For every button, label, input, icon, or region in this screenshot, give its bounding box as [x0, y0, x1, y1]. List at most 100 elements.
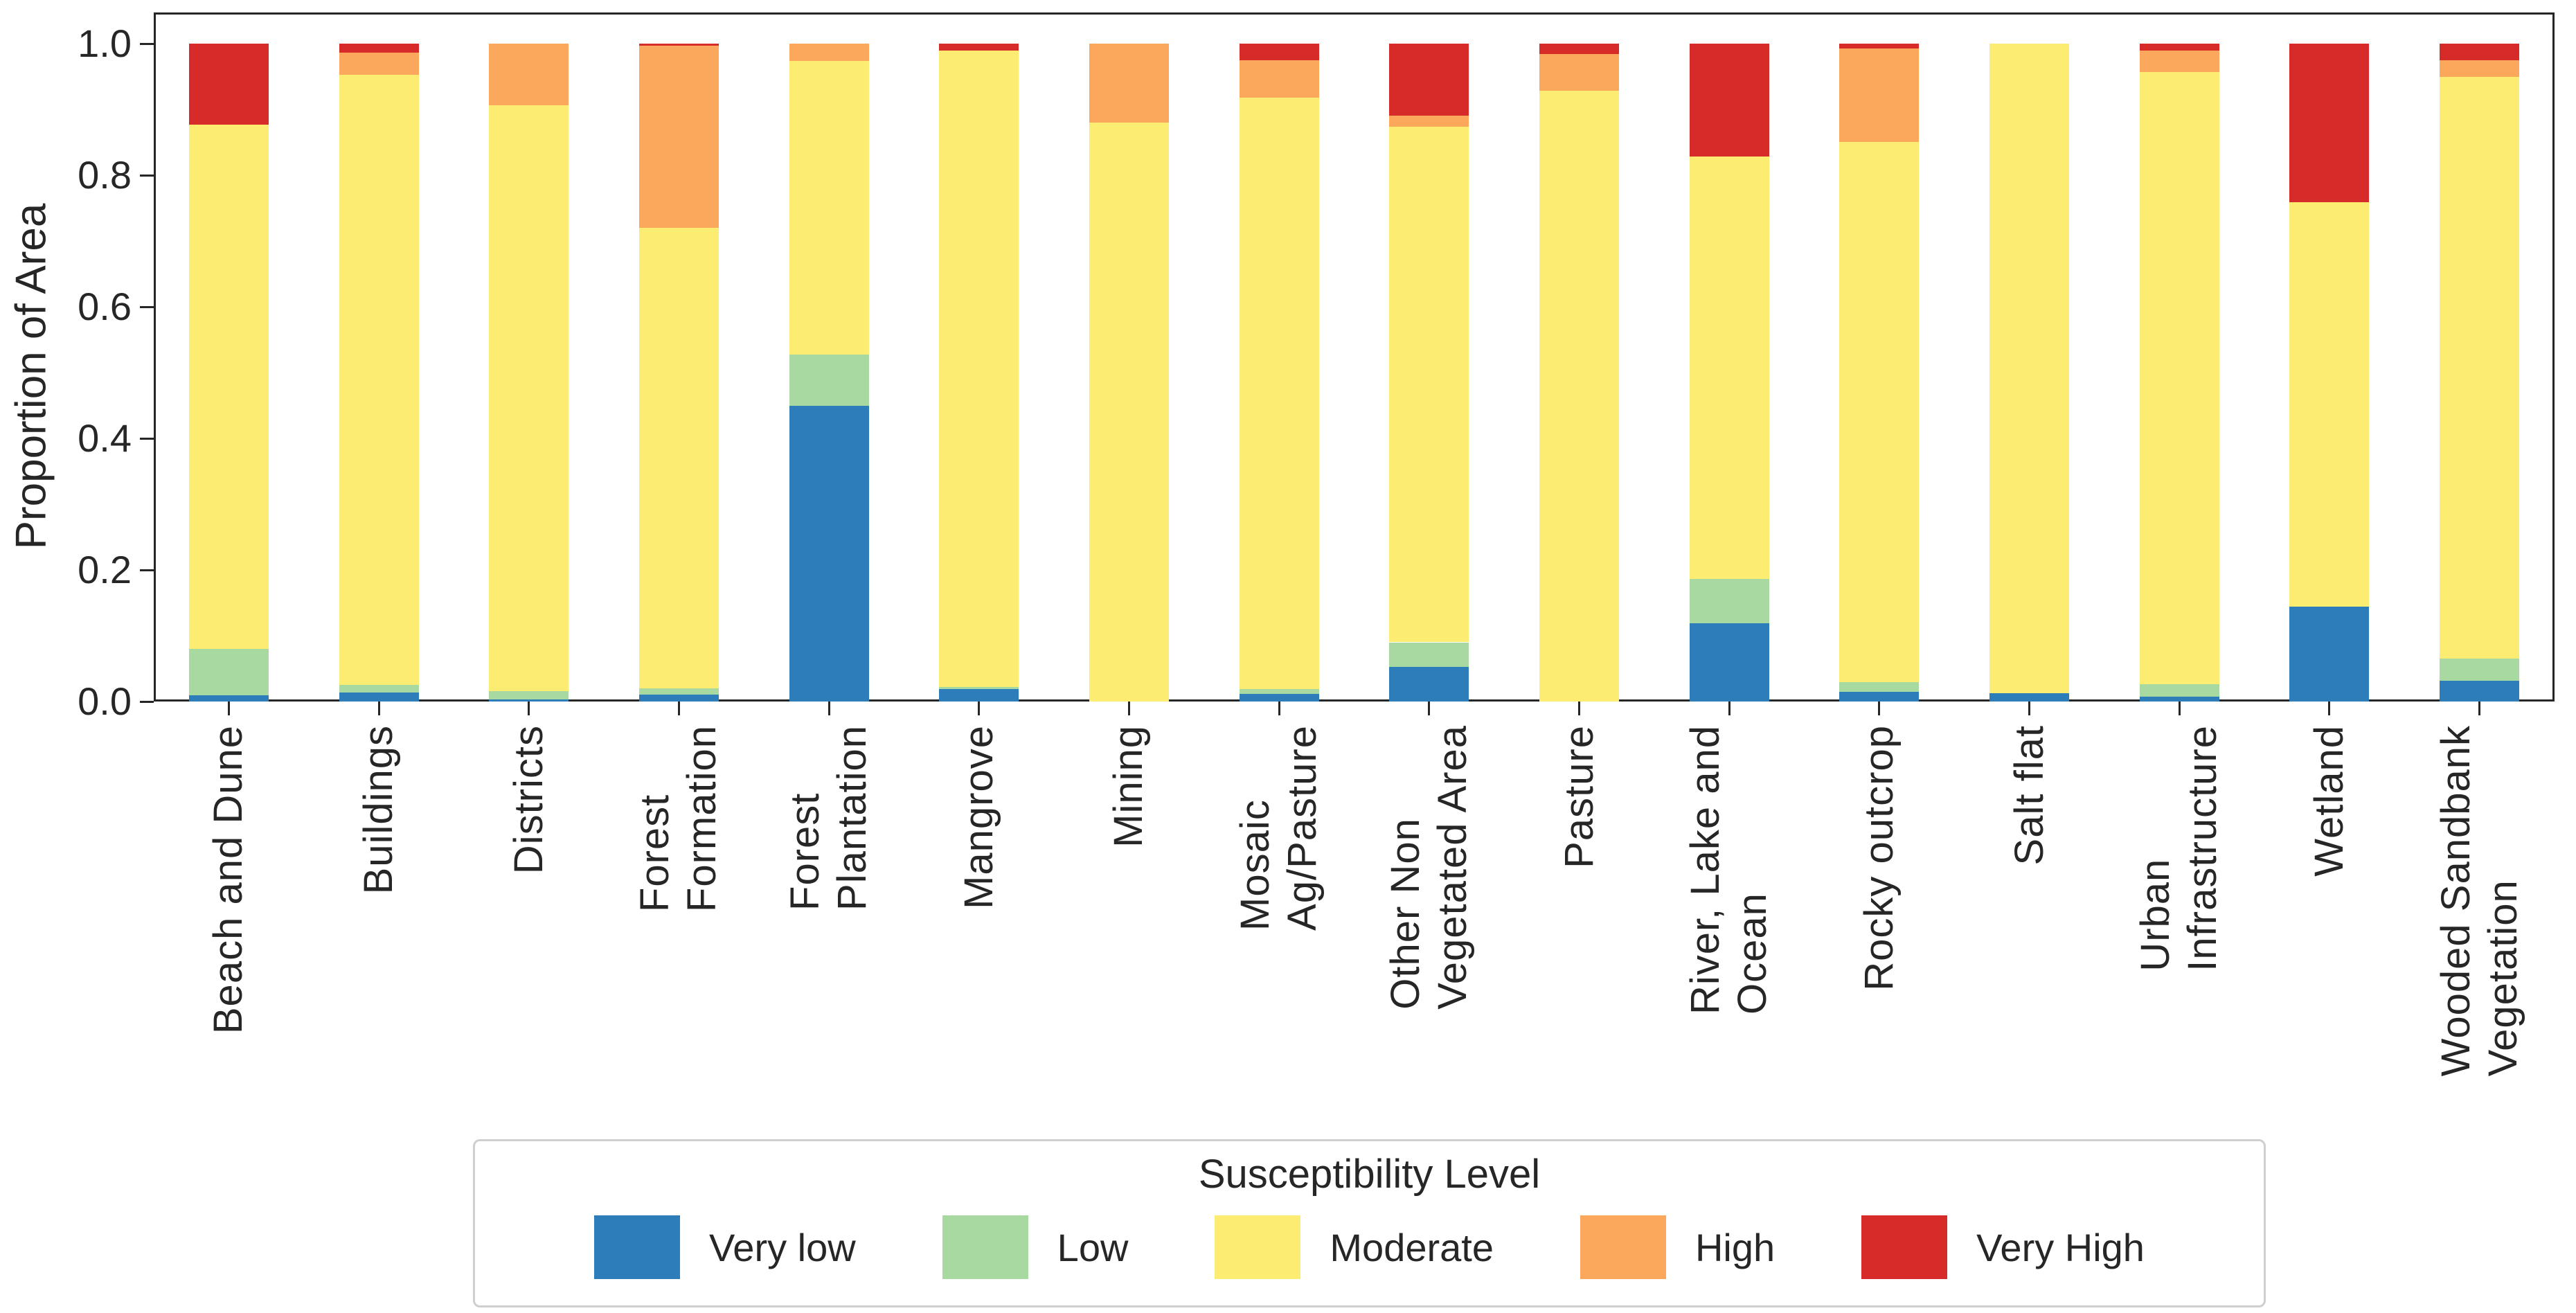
bar-segment — [638, 694, 719, 702]
bar-segment — [2440, 77, 2520, 659]
x-tick-label: Wooded Sandbank Vegetation — [2433, 725, 2527, 1080]
x-tick-label-text: Wetland — [2306, 725, 2352, 877]
x-tick-label-text: Salt flat — [2006, 725, 2052, 866]
legend: Susceptibility Level Very low Low Moderate… — [473, 1139, 2266, 1307]
y-tick-label: 0.4 — [78, 416, 132, 460]
bar-segment — [638, 688, 719, 695]
x-tick-label: Forest Formation — [632, 725, 726, 915]
x-tick-label: Wetland — [2306, 725, 2353, 880]
bar-segment — [1689, 44, 1769, 157]
bar-segment — [638, 44, 719, 46]
y-axis-label: Proportion of Area — [7, 203, 55, 550]
x-tick-label: Rocky outcrop — [1856, 725, 1903, 994]
legend-swatch — [942, 1215, 1028, 1279]
x-tick-label: Beach and Dune — [205, 725, 252, 1037]
x-tick-label-text: Rocky outcrop — [1856, 725, 1902, 991]
bar-segment — [1389, 642, 1469, 667]
bar-segment — [2139, 684, 2219, 697]
bar-segment — [1539, 54, 1620, 91]
legend-entry-label: Low — [1057, 1225, 1129, 1269]
bar-segment — [939, 44, 1019, 51]
bar-segment — [1839, 141, 1920, 683]
bar-segment — [2139, 71, 2219, 685]
x-tick-mark — [1278, 702, 1280, 715]
x-tick-mark — [1728, 702, 1730, 715]
bar-segment — [339, 685, 419, 693]
bar-segment — [2139, 44, 2219, 51]
x-tick-label-text: Beach and Dune — [206, 725, 251, 1035]
bar-segment — [2139, 697, 2219, 702]
legend-entry-label: Very low — [709, 1225, 856, 1269]
bar-segment — [1689, 579, 1769, 623]
y-tick-mark — [140, 174, 154, 177]
bar-segment — [1239, 97, 1319, 689]
y-tick-mark — [140, 305, 154, 308]
x-tick-label: Districts — [506, 725, 553, 877]
x-tick-label: Mosaic Ag/Pasture — [1232, 725, 1326, 934]
bar-segment — [638, 228, 719, 688]
bar-segment — [2440, 680, 2520, 702]
y-tick-mark — [140, 437, 154, 440]
x-tick-mark — [978, 702, 981, 715]
bar-segment — [1689, 623, 1769, 702]
x-tick-mark — [1578, 702, 1581, 715]
y-tick-label: 0.0 — [78, 679, 132, 723]
x-tick-label-text: Mining — [1106, 725, 1152, 848]
bar-segment — [1839, 44, 1920, 48]
x-tick-mark — [2028, 702, 2031, 715]
legend-entry: Low — [942, 1215, 1129, 1279]
bar-segment — [339, 44, 419, 53]
bar-segment — [339, 692, 419, 702]
bar-segment — [1839, 682, 1920, 692]
bar-segment — [339, 53, 419, 75]
legend-entry: Very High — [1861, 1215, 2145, 1279]
y-tick-label: 0.6 — [78, 285, 132, 328]
legend-entry-label: High — [1694, 1225, 1776, 1269]
bar-segment — [789, 355, 869, 407]
x-tick-mark — [377, 702, 380, 715]
bar-segment — [2440, 60, 2520, 78]
x-tick-label: Buildings — [355, 725, 402, 897]
legend-swatch — [594, 1215, 681, 1279]
x-tick-label-text: Mosaic Ag/Pasture — [1233, 725, 1325, 931]
legend-swatch — [1215, 1215, 1301, 1279]
bar-segment — [789, 44, 869, 61]
legend-entry: Very low — [594, 1215, 856, 1279]
y-tick-mark — [140, 700, 154, 703]
x-tick-mark — [2328, 702, 2331, 715]
bar-segment — [1389, 126, 1469, 643]
legend-entry: Moderate — [1215, 1215, 1494, 1279]
bar-segment — [489, 699, 569, 702]
bar-segment — [1239, 688, 1319, 694]
bar-segment — [1089, 123, 1169, 702]
bar-segment — [489, 44, 569, 106]
bar-segment — [1539, 44, 1620, 55]
legend-swatch — [1580, 1215, 1666, 1279]
x-tick-label-text: Buildings — [356, 725, 402, 895]
bar-segment — [939, 50, 1019, 688]
bar-segment — [638, 45, 719, 228]
legend-title: Susceptibility Level — [1198, 1152, 1541, 1197]
legend-entry: High — [1580, 1215, 1775, 1279]
y-tick-label: 1.0 — [78, 21, 132, 65]
bar-segment — [1389, 115, 1469, 127]
x-tick-label-text: Other Non Vegetated Area — [1382, 725, 1475, 1010]
x-tick-mark — [528, 702, 530, 715]
bar-segment — [489, 105, 569, 691]
bar-segment — [1689, 157, 1769, 580]
x-tick-label-text: Urban Infrastructure — [2133, 725, 2226, 972]
y-tick-mark — [140, 42, 154, 45]
x-tick-mark — [1878, 702, 1881, 715]
x-tick-mark — [828, 702, 830, 715]
bar-segment — [2289, 607, 2370, 702]
bar-segment — [1389, 44, 1469, 116]
bar-segment — [1239, 60, 1319, 98]
bar-segment — [489, 690, 569, 700]
bar-segment — [1989, 44, 2070, 693]
bar-segment — [789, 60, 869, 355]
x-tick-label: Salt flat — [2006, 725, 2053, 868]
bar-segment — [1089, 44, 1169, 123]
y-tick-label: 0.8 — [78, 153, 132, 197]
x-tick-label-text: Forest Plantation — [782, 725, 875, 911]
